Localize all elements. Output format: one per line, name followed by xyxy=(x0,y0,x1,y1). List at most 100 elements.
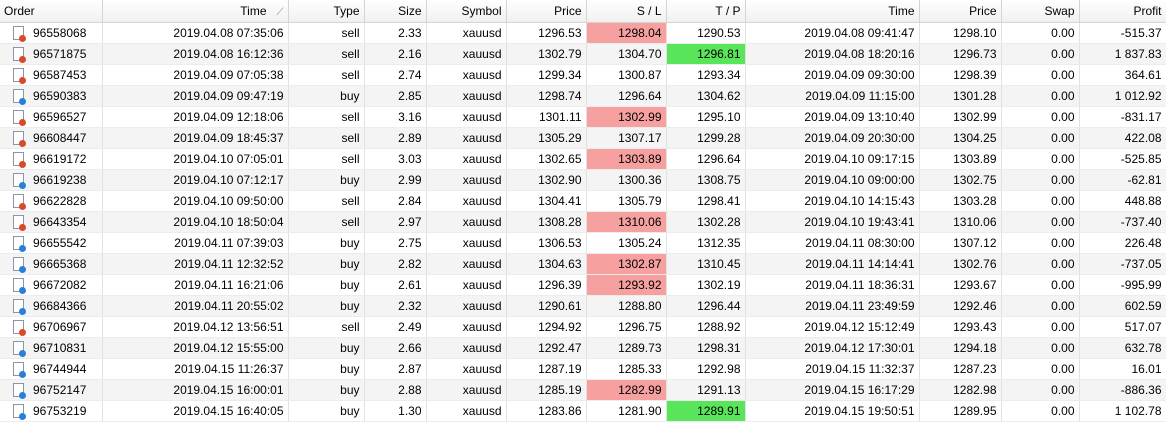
cell-order[interactable]: 96619172 xyxy=(0,148,103,170)
column-header-type[interactable]: Type xyxy=(288,0,365,23)
cell-close-price: 1302.75 xyxy=(919,169,1002,191)
cell-order[interactable]: 96619238 xyxy=(0,169,103,191)
buy-trade-icon xyxy=(13,362,26,378)
cell-order[interactable]: 96684366 xyxy=(0,295,103,317)
cell-time: 2019.04.12 13:56:51 xyxy=(102,316,289,338)
table-row[interactable]: 96672082 2019.04.11 16:21:06 buy 2.61 xauusd… xyxy=(0,274,1166,296)
table-row[interactable]: 96590383 2019.04.09 09:47:19 buy 2.85 xauusd… xyxy=(0,85,1166,107)
cell-price: 1304.63 xyxy=(506,253,587,275)
column-header-label: T / P xyxy=(715,4,741,18)
cell-order[interactable]: 96571875 xyxy=(0,43,103,65)
cell-price: 1298.74 xyxy=(506,85,587,107)
cell-size: 2.89 xyxy=(364,127,427,149)
table-row[interactable]: 96643354 2019.04.10 18:50:04 sell 2.97 xauus… xyxy=(0,211,1166,233)
cell-size: 3.03 xyxy=(364,148,427,170)
table-row[interactable]: 96655542 2019.04.11 07:39:03 buy 2.75 xauusd… xyxy=(0,232,1166,254)
cell-swap: 0.00 xyxy=(1001,43,1080,65)
cell-swap: 0.00 xyxy=(1001,253,1080,275)
cell-time: 2019.04.15 16:40:05 xyxy=(102,400,289,422)
table-row[interactable]: 96619172 2019.04.10 07:05:01 sell 3.03 xauus… xyxy=(0,148,1166,170)
column-header-close-price[interactable]: Price xyxy=(919,0,1002,23)
column-header-label: Price xyxy=(554,4,582,18)
cell-order[interactable]: 96753219 xyxy=(0,400,103,422)
table-row[interactable]: 96571875 2019.04.08 16:12:36 sell 2.16 xauus… xyxy=(0,43,1166,65)
table-row[interactable]: 96684366 2019.04.11 20:55:02 buy 2.32 xauusd… xyxy=(0,295,1166,317)
cell-symbol: xauusd xyxy=(426,295,507,317)
cell-time: 2019.04.11 16:21:06 xyxy=(102,274,289,296)
column-header-price[interactable]: Price xyxy=(506,0,587,23)
cell-order[interactable]: 96587453 xyxy=(0,64,103,86)
cell-sl: 1303.89 xyxy=(586,148,667,170)
sort-indicator-icon: ⟋ xyxy=(276,7,284,18)
cell-swap: 0.00 xyxy=(1001,379,1080,401)
cell-order[interactable]: 96622828 xyxy=(0,190,103,212)
cell-order[interactable]: 96665368 xyxy=(0,253,103,275)
cell-order[interactable]: 96643354 xyxy=(0,211,103,233)
cell-symbol: xauusd xyxy=(426,274,507,296)
column-header-close-time[interactable]: Time xyxy=(745,0,920,23)
column-header-swap[interactable]: Swap xyxy=(1001,0,1080,23)
column-header-symbol[interactable]: Symbol xyxy=(426,0,507,23)
cell-order[interactable]: 96744944 xyxy=(0,358,103,380)
column-header-size[interactable]: Size xyxy=(364,0,427,23)
order-number: 96571875 xyxy=(33,47,87,61)
cell-order[interactable]: 96558068 xyxy=(0,22,103,44)
order-number: 96710831 xyxy=(33,341,87,355)
cell-price: 1294.92 xyxy=(506,316,587,338)
column-header-sl[interactable]: S / L xyxy=(586,0,667,23)
column-header-profit[interactable]: Profit xyxy=(1079,0,1166,23)
cell-tp: 1291.13 xyxy=(666,379,746,401)
column-header-time[interactable]: Time ⟋ xyxy=(102,0,289,23)
table-row[interactable]: 96710831 2019.04.12 15:55:00 buy 2.66 xauusd… xyxy=(0,337,1166,359)
table-row[interactable]: 96558068 2019.04.08 07:35:06 sell 2.33 xauus… xyxy=(0,22,1166,44)
table-row[interactable]: 96587453 2019.04.09 07:05:38 sell 2.74 xauus… xyxy=(0,64,1166,86)
cell-time: 2019.04.12 15:55:00 xyxy=(102,337,289,359)
cell-close-price: 1298.39 xyxy=(919,64,1002,86)
cell-order[interactable]: 96706967 xyxy=(0,316,103,338)
order-number: 96665368 xyxy=(33,257,87,271)
cell-swap: 0.00 xyxy=(1001,211,1080,233)
buy-trade-icon xyxy=(13,299,26,315)
cell-order[interactable]: 96590383 xyxy=(0,85,103,107)
table-row[interactable]: 96706967 2019.04.12 13:56:51 sell 2.49 xauus… xyxy=(0,316,1166,338)
table-row[interactable]: 96744944 2019.04.15 11:26:37 buy 2.87 xauusd… xyxy=(0,358,1166,380)
cell-tp: 1292.98 xyxy=(666,358,746,380)
table-row[interactable]: 96596527 2019.04.09 12:18:06 sell 3.16 xauus… xyxy=(0,106,1166,128)
cell-order[interactable]: 96655542 xyxy=(0,232,103,254)
cell-sl: 1307.17 xyxy=(586,127,667,149)
column-header-tp[interactable]: T / P xyxy=(666,0,746,23)
cell-profit: 517.07 xyxy=(1079,316,1166,338)
cell-tp: 1304.62 xyxy=(666,85,746,107)
table-row[interactable]: 96619238 2019.04.10 07:12:17 buy 2.99 xauusd… xyxy=(0,169,1166,191)
cell-profit: -886.36 xyxy=(1079,379,1166,401)
table-row[interactable]: 96753219 2019.04.15 16:40:05 buy 1.30 xauusd… xyxy=(0,400,1166,422)
cell-order[interactable]: 96710831 xyxy=(0,337,103,359)
column-header-order[interactable]: Order xyxy=(0,0,103,23)
table-row[interactable]: 96665368 2019.04.11 12:32:52 buy 2.82 xauusd… xyxy=(0,253,1166,275)
cell-order[interactable]: 96752147 xyxy=(0,379,103,401)
cell-close-price: 1294.18 xyxy=(919,337,1002,359)
table-row[interactable]: 96752147 2019.04.15 16:00:01 buy 2.88 xauusd… xyxy=(0,379,1166,401)
table-row[interactable]: 96608447 2019.04.09 18:45:37 sell 2.89 xauus… xyxy=(0,127,1166,149)
cell-symbol: xauusd xyxy=(426,358,507,380)
buy-trade-icon xyxy=(13,383,26,399)
cell-profit: 422.08 xyxy=(1079,127,1166,149)
cell-close-time: 2019.04.12 15:12:49 xyxy=(745,316,920,338)
cell-price: 1302.79 xyxy=(506,43,587,65)
buy-trade-icon xyxy=(13,257,26,273)
cell-close-price: 1298.10 xyxy=(919,22,1002,44)
cell-swap: 0.00 xyxy=(1001,274,1080,296)
cell-order[interactable]: 96672082 xyxy=(0,274,103,296)
cell-swap: 0.00 xyxy=(1001,316,1080,338)
table-header-row: Order Time ⟋ Type Size Symbol Price S / L… xyxy=(0,0,1166,23)
table-row[interactable]: 96622828 2019.04.10 09:50:00 sell 2.84 xauus… xyxy=(0,190,1166,212)
cell-symbol: xauusd xyxy=(426,400,507,422)
buy-trade-icon xyxy=(13,341,26,357)
cell-profit: -831.17 xyxy=(1079,106,1166,128)
cell-order[interactable]: 96596527 xyxy=(0,106,103,128)
cell-close-time: 2019.04.09 09:30:00 xyxy=(745,64,920,86)
cell-close-time: 2019.04.11 23:49:59 xyxy=(745,295,920,317)
cell-close-time: 2019.04.10 09:00:00 xyxy=(745,169,920,191)
cell-order[interactable]: 96608447 xyxy=(0,127,103,149)
cell-swap: 0.00 xyxy=(1001,127,1080,149)
